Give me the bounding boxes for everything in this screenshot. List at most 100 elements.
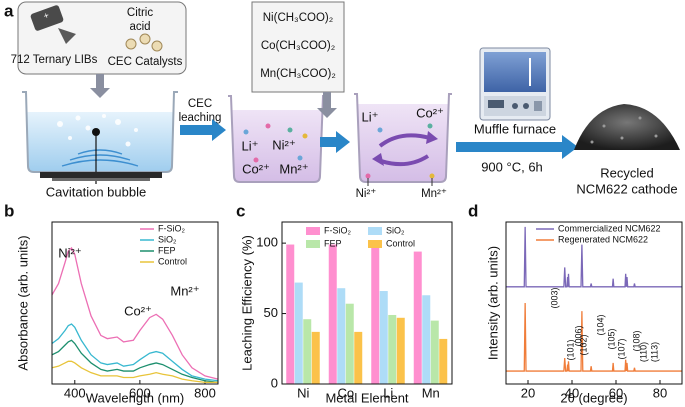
annotation: (006)	[573, 325, 583, 346]
annotation: Co²⁺	[124, 303, 152, 318]
panel-a: a + 712 Ternary LIBs Citric acid CEC Cat…	[4, 1, 680, 200]
series-line	[51, 246, 219, 380]
x-tick-label: 60	[609, 385, 623, 400]
beaker-mixed	[354, 93, 452, 186]
battery-label: 712 Ternary LIBs	[11, 54, 98, 66]
chart: c Metal Element Leaching Efficiency (%) 0 50…	[236, 201, 453, 405]
ion-label: Li⁺	[362, 109, 379, 124]
legend-swatch	[368, 227, 382, 235]
annotation: (102)	[578, 334, 588, 355]
legend-swatch	[306, 240, 320, 248]
annotation: (108)	[631, 330, 641, 351]
arrow	[456, 135, 578, 159]
bar	[345, 303, 354, 384]
x-tick-label: 400	[64, 385, 86, 400]
x-tick-label: Co	[337, 385, 354, 400]
annotation: (110)	[638, 342, 648, 362]
annotation: (113)	[649, 342, 659, 362]
bar	[286, 244, 295, 384]
condition-label: 900 °C, 6h	[481, 159, 543, 174]
x-tick-label: 80	[653, 385, 667, 400]
bar	[354, 331, 363, 384]
annotation: Ni²⁺	[58, 245, 81, 260]
step-label: leaching	[179, 112, 222, 124]
ion-label: Ni²⁺	[356, 188, 377, 200]
bar	[379, 291, 388, 384]
arrow	[180, 119, 226, 141]
x-axis-label: Metal Element	[325, 390, 408, 405]
bubble-label: Cavitation bubble	[46, 184, 146, 199]
ion-label: Co²⁺	[416, 105, 444, 120]
citric-label: Citric	[127, 7, 153, 19]
legend-swatch	[368, 240, 382, 248]
legend-label: Control	[386, 238, 415, 248]
arrow	[317, 92, 337, 118]
legend-label: F-SiO₂	[158, 223, 185, 233]
furnace-icon	[479, 47, 551, 121]
x-tick-label: 20	[521, 385, 535, 400]
bar	[422, 295, 431, 384]
x-tick-label: 800	[194, 385, 216, 400]
series-line	[51, 339, 219, 384]
bar	[311, 331, 320, 384]
ion-label: Ni²⁺	[272, 137, 295, 152]
annotation: (107)	[616, 338, 626, 359]
arrow	[90, 74, 110, 98]
ion-label: Mn²⁺	[421, 188, 447, 200]
bar	[328, 244, 337, 384]
legend-label: SiO₂	[158, 234, 177, 244]
annotation: (003)	[549, 287, 559, 308]
bar	[413, 251, 422, 384]
series-line	[51, 360, 218, 384]
citric-label: acid	[129, 21, 150, 33]
x-tick-label: Mn	[422, 385, 440, 400]
bar	[303, 319, 312, 384]
furnace-label: Muffle furnace	[474, 121, 556, 136]
step-label: CEC	[188, 98, 212, 110]
y-axis-label: Leaching Efficiency (%)	[239, 235, 254, 371]
bar	[388, 314, 397, 384]
acetate-box	[251, 1, 345, 93]
cathode-pile	[574, 104, 680, 150]
bar	[371, 244, 380, 384]
plot-frame	[281, 221, 453, 385]
annotation: Mn²⁺	[170, 283, 199, 298]
plot-frame	[505, 221, 683, 385]
bar	[294, 282, 303, 384]
annotation: (101)	[565, 339, 575, 360]
panel-label: a	[4, 1, 14, 20]
legend-label: FEP	[158, 245, 176, 255]
panel-label: c	[236, 201, 245, 220]
legend-label: FEP	[324, 238, 342, 248]
beaker-ultrasonic	[22, 91, 178, 184]
ion-label: Co²⁺	[242, 161, 270, 176]
ion-label: Mn²⁺	[279, 161, 308, 176]
chart: b Wavelength (nm) Absorbance (arb. units) 4…	[4, 201, 219, 405]
battery-icon: +	[30, 5, 76, 44]
catalyst-icon	[125, 33, 163, 52]
ion-label: Li⁺	[242, 138, 259, 153]
bar	[396, 317, 405, 384]
x-tick-label: 40	[565, 385, 579, 400]
bar	[337, 288, 346, 384]
y-tick-label: 50	[264, 305, 278, 320]
acetate-label: Mn(CH₃COO)₂	[260, 68, 336, 80]
x-axis-label: Wavelength (nm)	[86, 390, 185, 405]
y-axis-label: Absorbance (arb. units)	[15, 235, 30, 370]
product-label: NCM622 cathode	[576, 181, 677, 196]
x-axis-label: 2θ (degree)	[560, 390, 627, 405]
catalyst-label: CEC Catalysts	[108, 56, 183, 68]
x-tick-label: Ni	[297, 385, 309, 400]
bar	[430, 320, 439, 384]
bar	[439, 338, 448, 384]
legend-label: SiO₂	[386, 225, 405, 235]
legend-label: Regenerated NCM622	[558, 234, 648, 244]
y-tick-label: 0	[271, 375, 278, 390]
legend-label: Commercialized NCM622	[558, 223, 661, 233]
acetate-label: Ni(CH₃COO)₂	[263, 12, 333, 24]
panel-label: b	[4, 201, 14, 220]
y-tick-label: 100	[256, 235, 278, 250]
x-tick-label: 600	[129, 385, 151, 400]
legend-swatch	[306, 227, 320, 235]
